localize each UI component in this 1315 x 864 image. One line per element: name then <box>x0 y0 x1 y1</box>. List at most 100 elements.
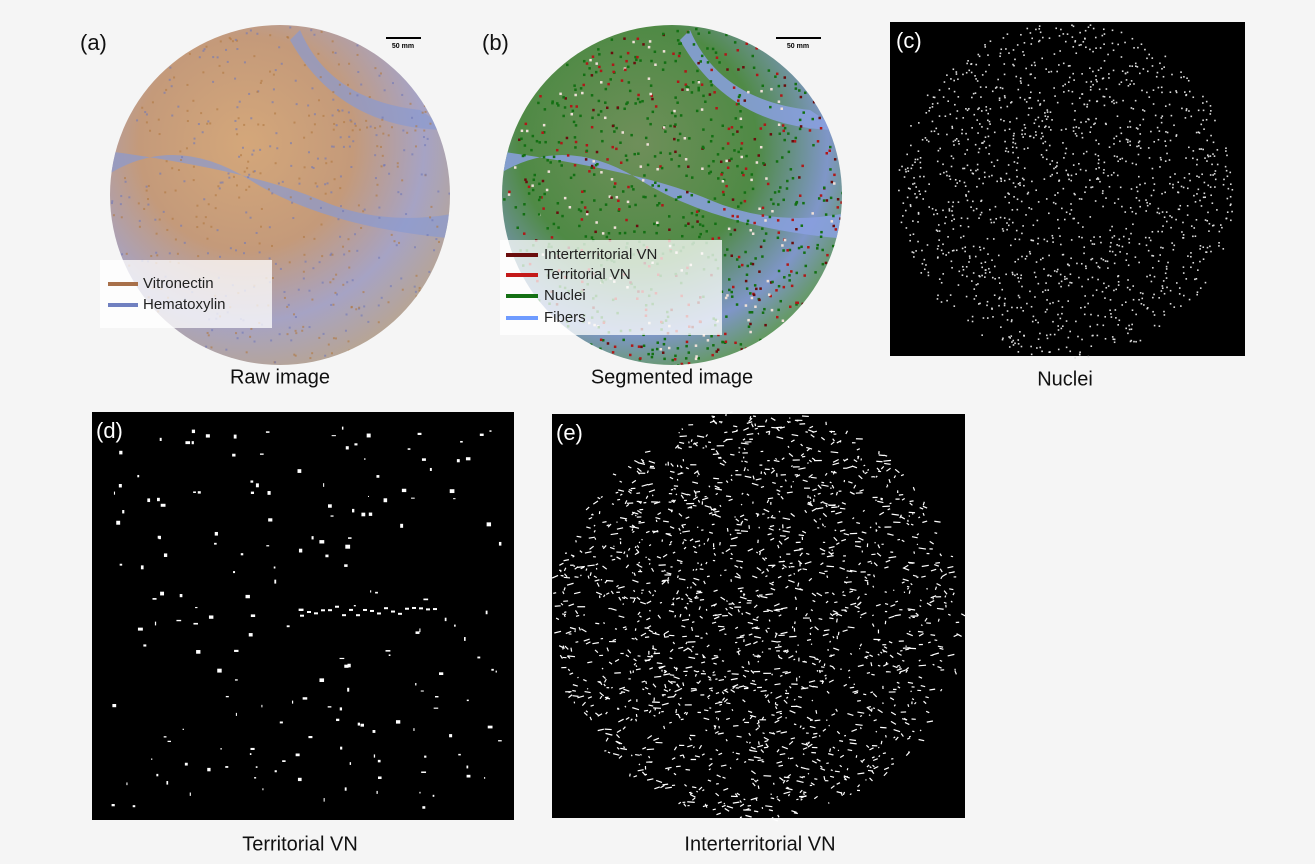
nucleus-dot <box>964 251 966 253</box>
nucleus-dot <box>1039 104 1041 106</box>
speckle <box>261 80 263 82</box>
nucleus-dot <box>1024 148 1026 150</box>
nucleus-dot <box>1101 258 1103 260</box>
vn-strand <box>639 562 640 563</box>
nucleus-dot <box>1073 127 1075 129</box>
speckle <box>274 361 276 363</box>
vn-spot <box>377 791 378 794</box>
vn-strand <box>762 641 763 642</box>
nucleus-dot <box>1033 224 1035 226</box>
speckle <box>822 263 825 266</box>
speckle <box>595 71 598 74</box>
nucleus-dot <box>1203 258 1205 260</box>
nucleus-dot <box>1057 192 1059 194</box>
legend-label: Interterritorial VN <box>544 246 657 263</box>
speckle <box>714 223 717 226</box>
nucleus-dot <box>1141 298 1143 300</box>
nucleus-dot <box>1159 213 1161 215</box>
nucleus-dot <box>1192 262 1194 264</box>
speckle <box>758 208 761 211</box>
speckle <box>147 204 149 206</box>
nucleus-dot <box>1164 293 1166 295</box>
nucleus-dot <box>907 167 909 169</box>
vn-spot <box>391 611 395 613</box>
nucleus-dot <box>1072 36 1074 38</box>
nucleus-dot <box>1196 278 1198 280</box>
speckle <box>354 123 356 125</box>
vn-strand <box>692 787 696 788</box>
nucleus-dot <box>1146 308 1148 310</box>
nucleus-dot <box>1056 165 1058 167</box>
speckle <box>774 191 777 194</box>
nucleus-dot <box>1084 38 1086 40</box>
vn-strand <box>683 682 684 686</box>
vn-spot <box>274 567 276 569</box>
nucleus-dot <box>1201 205 1203 207</box>
vn-strand <box>553 593 556 594</box>
nucleus-dot <box>1132 163 1134 165</box>
nucleus-dot <box>1082 226 1084 228</box>
vn-strand <box>835 530 836 531</box>
speckle <box>745 304 748 307</box>
speckle <box>237 337 239 339</box>
speckle <box>632 188 635 191</box>
vn-spot <box>206 434 210 437</box>
speckle <box>570 105 573 108</box>
speckle <box>631 185 634 188</box>
nucleus-dot <box>950 294 952 296</box>
nucleus-dot <box>1110 246 1112 248</box>
nucleus-dot <box>1163 311 1165 313</box>
nucleus-dot <box>1184 177 1186 179</box>
vn-spot <box>453 498 455 499</box>
nucleus-dot <box>1038 28 1040 30</box>
vn-strand <box>754 811 758 812</box>
nucleus-dot <box>1165 105 1167 107</box>
speckle <box>580 87 583 90</box>
speckle <box>234 120 236 122</box>
nucleus-dot <box>1176 92 1178 94</box>
speckle <box>378 304 380 306</box>
speckle <box>556 211 559 214</box>
nucleus-dot <box>975 144 977 146</box>
nucleus-dot <box>1138 154 1140 156</box>
vn-strand <box>929 689 935 690</box>
nucleus-dot <box>1083 41 1085 43</box>
speckle <box>309 326 311 328</box>
speckle <box>295 316 297 318</box>
speckle <box>732 133 735 136</box>
vn-strand <box>824 776 825 780</box>
nucleus-dot <box>1215 179 1217 181</box>
nucleus-dot <box>1071 175 1073 177</box>
speckle <box>597 48 600 51</box>
nucleus-dot <box>978 303 980 305</box>
speckle <box>809 129 812 132</box>
speckle <box>600 110 603 113</box>
nucleus-dot <box>1050 129 1052 131</box>
vn-spot <box>344 564 347 567</box>
speckle <box>398 242 400 244</box>
speckle <box>789 249 792 252</box>
vn-spot <box>435 696 438 697</box>
speckle <box>333 146 335 148</box>
vn-strand <box>772 582 774 583</box>
nucleus-dot <box>994 132 996 134</box>
speckle <box>235 332 237 334</box>
speckle <box>790 168 793 171</box>
speckle <box>769 106 772 109</box>
nucleus-dot <box>954 91 956 93</box>
nucleus-dot <box>977 283 979 285</box>
speckle <box>194 138 196 140</box>
vn-strand <box>782 672 787 673</box>
vn-strand <box>776 705 778 706</box>
speckle <box>235 39 237 41</box>
speckle <box>651 349 654 352</box>
nucleus-dot <box>1099 236 1101 238</box>
nucleus-dot <box>1098 167 1100 169</box>
nucleus-dot <box>1198 176 1200 178</box>
nucleus-dot <box>1132 223 1134 225</box>
speckle <box>664 130 667 133</box>
nucleus-dot <box>1068 285 1070 287</box>
nucleus-dot <box>1149 157 1151 159</box>
vn-strand <box>654 652 655 653</box>
nucleus-dot <box>912 220 914 222</box>
